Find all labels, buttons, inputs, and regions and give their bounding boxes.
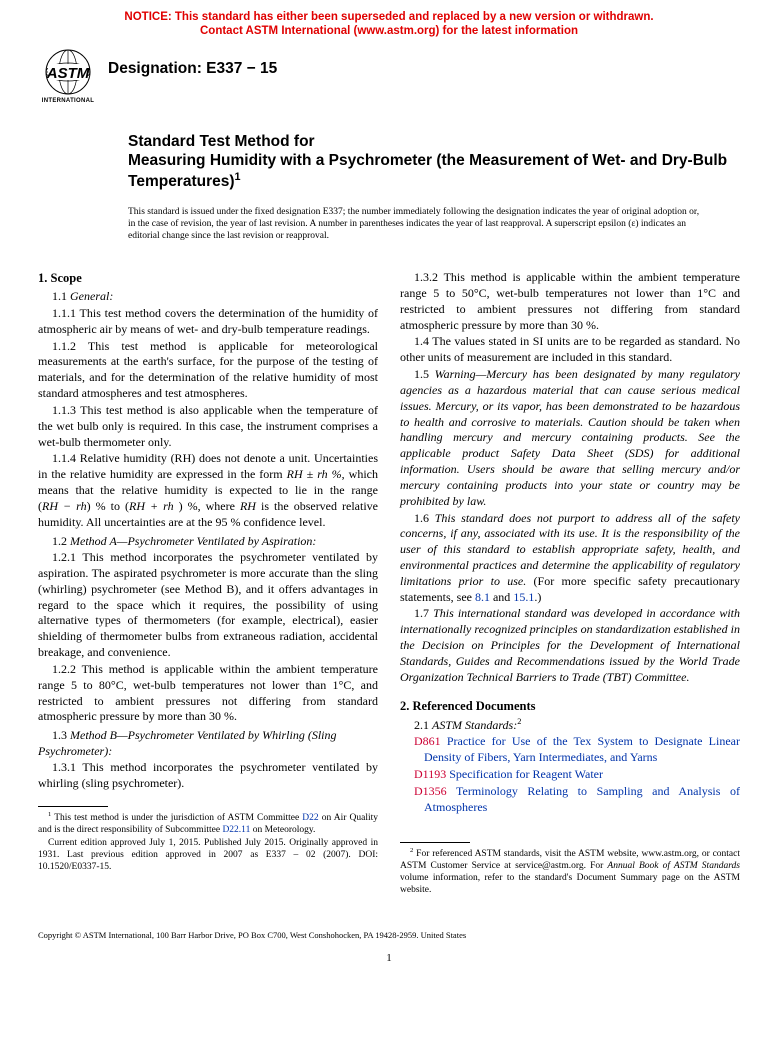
footnote-1-c: on Meteorology. (250, 825, 315, 835)
ref-d861-code: D861 (414, 734, 441, 748)
copyright: Copyright © ASTM International, 100 Barr… (38, 930, 740, 941)
page-number: 1 (38, 951, 740, 965)
ref-d1356[interactable]: D1356 Terminology Relating to Sampling a… (400, 784, 740, 816)
para-1-6: 1.6 This standard does not purport to ad… (400, 511, 740, 606)
designation: Designation: E337 − 15 (108, 59, 277, 93)
link-d22[interactable]: D22 (302, 813, 318, 823)
section-1-head: 1. Scope (38, 270, 378, 286)
ref-d1193-text: Specification for Reagent Water (446, 767, 603, 781)
section-1-1-num: 1.1 (52, 289, 70, 303)
para-1-4: 1.4 The values stated in SI units are to… (400, 334, 740, 366)
ref-d861[interactable]: D861 Practice for Use of the Tex System … (400, 734, 740, 766)
ref-d1356-code: D1356 (414, 784, 447, 798)
section-2-1-sub: 2.1 ASTM Standards:2 (400, 717, 740, 734)
para-1-7-text: This international standard was develope… (400, 606, 740, 683)
para-1-5: 1.5 Warning—Mercury has been designated … (400, 367, 740, 509)
para-1-3-2: 1.3.2 This method is applicable within t… (400, 270, 740, 333)
para-1-1-3: 1.1.3 This test method is also applicabl… (38, 403, 378, 450)
para-1-1-4-r3: RH (240, 499, 256, 513)
para-1-6-c: and (490, 590, 513, 604)
astm-logo: ASTM INTERNATIONAL (38, 47, 98, 105)
title-main-text: Measuring Humidity with a Psychrometer (… (128, 152, 727, 190)
section-2-1-sub-text: ASTM Standards: (432, 718, 517, 732)
para-1-1-4-r2: RH + rh (129, 499, 179, 513)
ref-d861-text: Practice for Use of the Tex System to De… (424, 734, 740, 764)
para-1-7-num: 1.7 (414, 606, 433, 620)
notice-line-2: Contact ASTM International (www.astm.org… (200, 25, 578, 37)
para-1-1-1: 1.1.1 This test method covers the determ… (38, 306, 378, 338)
para-1-6-num: 1.6 (414, 511, 435, 525)
section-1-3-num: 1.3 (52, 728, 70, 742)
section-1-3-sub: 1.3 Method B—Psychrometer Ventilated by … (38, 728, 378, 759)
ref-d1193-code: D1193 (414, 767, 446, 781)
footnote-2-b: Annual Book of ASTM Standards (607, 861, 740, 871)
para-1-1-4-c: ) % to ( (87, 499, 129, 513)
header-row: ASTM INTERNATIONAL Designation: E337 − 1… (38, 47, 740, 105)
title-pre: Standard Test Method for (128, 133, 740, 152)
svg-text:INTERNATIONAL: INTERNATIONAL (42, 98, 94, 104)
link-8-1[interactable]: 8.1 (475, 590, 490, 604)
ref-d1193[interactable]: D1193 Specification for Reagent Water (400, 767, 740, 783)
section-1-2-sub-text: Method A—Psychrometer Ventilated by Aspi… (70, 534, 316, 548)
section-2-1-num: 2.1 (414, 718, 432, 732)
two-column-body: 1. Scope 1.1 General: 1.1.1 This test me… (38, 266, 740, 896)
link-d22-11[interactable]: D22.11 (222, 825, 250, 835)
para-1-1-2: 1.1.2 This test method is applicable for… (38, 339, 378, 402)
ref-d1356-text: Terminology Relating to Sampling and Ana… (424, 784, 740, 814)
section-1-3-sub-text: Method B—Psychrometer Ventilated by Whir… (38, 728, 337, 758)
left-column: 1. Scope 1.1 General: 1.1.1 This test me… (38, 266, 378, 896)
para-1-5-text: Warning—Mercury has been designated by m… (400, 367, 740, 508)
title-main: Measuring Humidity with a Psychrometer (… (128, 152, 740, 192)
para-1-3-1: 1.3.1 This method incorporates the psych… (38, 760, 378, 792)
para-1-2-1: 1.2.1 This method incorporates the psych… (38, 550, 378, 661)
section-1-2-num: 1.2 (52, 534, 70, 548)
para-1-1-4: 1.1.4 Relative humidity (RH) does not de… (38, 451, 378, 530)
para-1-1-4-rh: RH ± rh % (287, 467, 342, 481)
section-1-1-sub: 1.1 General: (38, 289, 378, 305)
link-15-1[interactable]: 15.1 (513, 590, 534, 604)
notice-line-1: NOTICE: This standard has either been su… (124, 11, 653, 23)
footnote-1: 1 This test method is under the jurisdic… (38, 811, 378, 836)
title-block: Standard Test Method for Measuring Humid… (128, 133, 740, 192)
footnote-1-cont: Current edition approved July 1, 2015. P… (38, 837, 378, 873)
supersede-notice: NOTICE: This standard has either been su… (38, 10, 740, 39)
para-1-7: 1.7 This international standard was deve… (400, 606, 740, 685)
section-2-1-sup: 2 (517, 717, 521, 726)
svg-text:ASTM: ASTM (46, 65, 90, 82)
para-1-6-d: .) (534, 590, 541, 604)
footnote-2: 2 For referenced ASTM standards, visit t… (400, 847, 740, 897)
para-1-5-num: 1.5 (414, 367, 435, 381)
title-footnote-ref: 1 (235, 171, 241, 183)
footnote-2-c: volume information, refer to the standar… (400, 873, 740, 895)
para-1-1-4-d: ) %, where (179, 499, 240, 513)
section-1-2-sub: 1.2 Method A—Psychrometer Ventilated by … (38, 534, 378, 550)
para-1-2-2: 1.2.2 This method is applicable within t… (38, 662, 378, 725)
section-2-head: 2. Referenced Documents (400, 698, 740, 714)
para-1-1-4-r1: RH − rh (42, 499, 87, 513)
issuance-note: This standard is issued under the fixed … (128, 206, 700, 242)
right-column: 1.3.2 This method is applicable within t… (400, 266, 740, 896)
section-1-1-sub-text: General: (70, 289, 113, 303)
footnote-1-a: This test method is under the jurisdicti… (51, 813, 302, 823)
footnote-rule-right (400, 842, 470, 843)
footnote-rule-left (38, 806, 108, 807)
